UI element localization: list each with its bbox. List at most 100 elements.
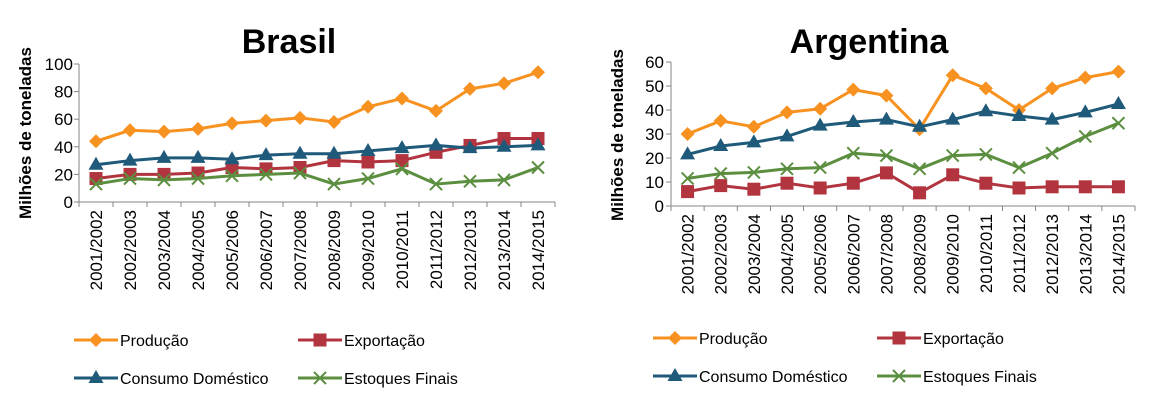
y-tick-label: 100: [45, 55, 73, 74]
legend-label: Exportação: [344, 333, 425, 350]
x-tick-label: 2001/2002: [87, 210, 106, 290]
brasil-chart: Brasil Milhões de toneladas 0 20 40 60 80 100 20…: [16, 23, 556, 388]
chart-title: Brasil: [242, 23, 337, 61]
x-tick-label: 2010/2011: [393, 210, 412, 289]
data-point: [89, 177, 103, 191]
data-point: [1077, 104, 1093, 118]
data-point: [978, 103, 994, 117]
x-tick-label: 2013/2014: [1076, 214, 1095, 294]
x-tick-label: 2003/2004: [155, 210, 174, 290]
data-point: [361, 171, 375, 186]
x-tick-label: 2004/2005: [189, 210, 208, 290]
x-tick-label: 2005/2006: [811, 214, 830, 294]
data-point: [1078, 180, 1092, 194]
x-tick-label: 2002/2003: [712, 214, 731, 294]
legend-entry-producao: Produção: [74, 333, 189, 350]
legend-swatch-marker: [667, 368, 683, 381]
data-point: [846, 146, 860, 160]
legend-label: Produção: [699, 331, 768, 348]
data-point: [1044, 111, 1060, 125]
data-point: [361, 99, 375, 114]
data-point: [462, 140, 478, 154]
data-point: [327, 177, 341, 191]
data-point: [979, 176, 993, 190]
x-tick-label: 2009/2010: [944, 214, 963, 294]
x-tick-label: 2005/2006: [223, 210, 242, 290]
series-consumo-domestico: [680, 96, 1126, 160]
x-tick-label: 2006/2007: [257, 210, 276, 290]
legend-swatch-marker: [892, 369, 906, 383]
x-tick-label: 2012/2013: [1043, 214, 1062, 294]
data-point: [157, 173, 171, 187]
data-point: [813, 160, 827, 175]
data-point: [531, 65, 545, 80]
data-point: [1045, 146, 1059, 160]
data-point: [746, 119, 761, 134]
data-point: [531, 160, 545, 175]
data-point: [747, 182, 761, 196]
data-point: [395, 154, 409, 168]
data-point: [680, 127, 695, 141]
x-tick-label: 2010/2011: [977, 214, 996, 293]
data-point: [326, 145, 342, 159]
chart-title: Argentina: [790, 23, 950, 61]
data-point: [780, 176, 794, 190]
data-point: [746, 134, 762, 148]
data-point: [293, 166, 307, 180]
legend-swatch-marker: [89, 333, 103, 347]
data-point: [361, 155, 375, 169]
data-point: [979, 147, 993, 162]
data-point: [714, 179, 728, 193]
x-tick-label: 2007/2008: [291, 210, 310, 290]
y-tick-label: 20: [645, 149, 664, 168]
data-point: [258, 147, 274, 161]
y-tick-label: 20: [54, 165, 73, 184]
series-line: [687, 102, 1119, 156]
data-point: [813, 181, 827, 195]
data-point: [1078, 70, 1093, 85]
y-tick-label: 30: [645, 125, 664, 144]
data-point: [395, 91, 409, 106]
data-point: [845, 114, 861, 127]
series-estoques-finais: [680, 116, 1126, 186]
data-point: [123, 171, 137, 186]
data-point: [879, 166, 893, 180]
data-point: [259, 167, 273, 182]
x-tick-label: 2008/2009: [911, 214, 930, 294]
series-estoques-finais: [89, 160, 545, 191]
x-tick-label: 2003/2004: [745, 214, 764, 294]
x-tick-label: 2002/2003: [121, 210, 140, 290]
x-tick-label: 2009/2010: [359, 210, 378, 290]
x-tick-label: 2006/2007: [844, 214, 863, 294]
legend-entry-exportacao: Exportação: [298, 333, 425, 350]
data-point: [191, 121, 205, 136]
data-point: [1111, 116, 1126, 130]
data-point: [1045, 81, 1060, 96]
data-point: [714, 166, 728, 181]
y-tick-label: 0: [655, 197, 664, 216]
data-point: [1078, 129, 1092, 144]
data-point: [1012, 181, 1026, 195]
argentina-chart: Argentina Milhões de toneladas 0 10 20 30 40 50…: [608, 23, 1136, 386]
x-tick-label: 2004/2005: [778, 214, 797, 294]
y-tick-label: 0: [64, 193, 73, 212]
legend-label: Exportação: [923, 331, 1004, 348]
data-point: [463, 174, 477, 189]
data-point: [780, 162, 794, 176]
data-point: [713, 138, 729, 151]
data-point: [88, 156, 104, 170]
data-point: [1011, 108, 1027, 121]
data-point: [812, 117, 828, 131]
x-tick-label: 2001/2002: [679, 214, 698, 294]
data-point: [497, 76, 511, 91]
data-point: [156, 149, 172, 163]
series-line: [95, 166, 539, 186]
y-tick-label: 60: [54, 110, 73, 129]
data-point: [1012, 160, 1026, 175]
data-point: [190, 149, 206, 163]
y-tick-label: 80: [54, 83, 73, 102]
series-line: [95, 143, 539, 167]
y-axis-label: Milhões de toneladas: [608, 49, 627, 221]
data-point: [945, 68, 960, 83]
